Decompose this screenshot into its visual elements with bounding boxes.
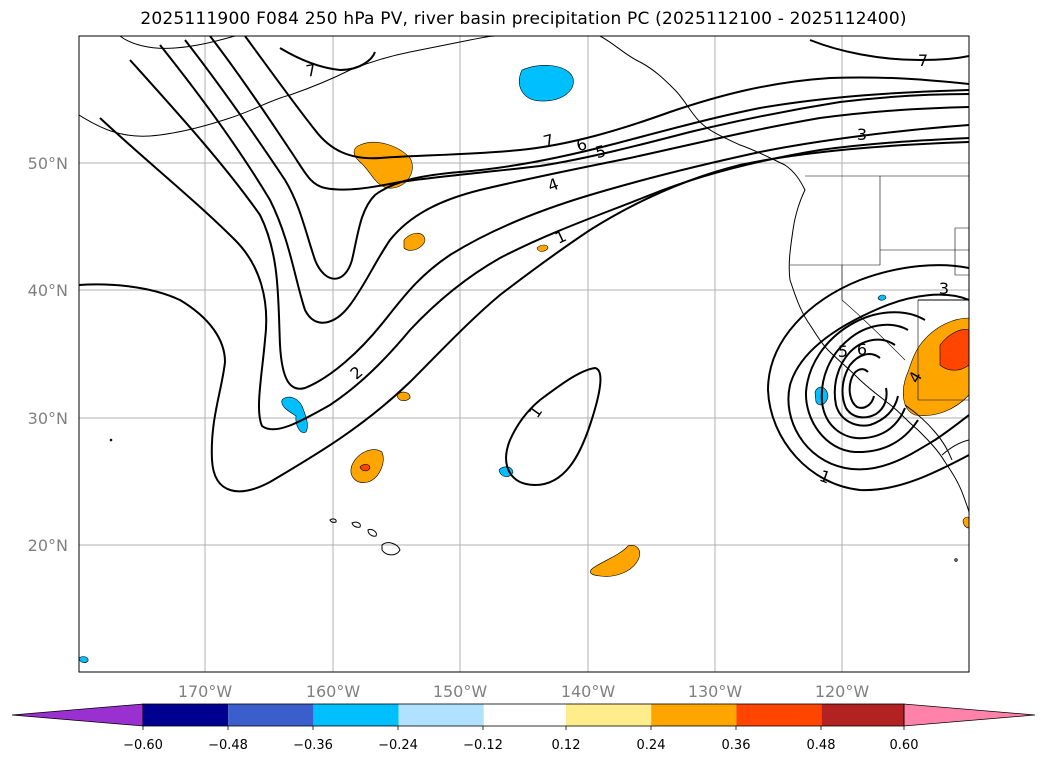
pv-contour-3 [129, 59, 969, 390]
colorbar-tick-label: 0.36 [722, 738, 751, 753]
colorbar-tick-label: −0.48 [208, 738, 248, 753]
colorbar-segment [143, 704, 229, 726]
contour-label: 7 [541, 130, 556, 151]
pv-low-2 [787, 293, 969, 471]
latitude-labels: 50°N 40°N 30°N 20°N [28, 154, 68, 555]
colorbar-segment [228, 704, 314, 726]
map-title: 2025111900 F084 250 hPa PV, river basin … [140, 9, 907, 29]
precip-blob-south [590, 545, 640, 577]
precip-blob-blue-nevada [877, 294, 887, 301]
contour-label: 5 [593, 141, 608, 162]
colorbar-segment [566, 704, 652, 726]
pv-low-4 [820, 323, 909, 440]
contour-label: 3 [857, 125, 867, 144]
contour-label: 6 [574, 134, 589, 155]
lon-label: 120°W [815, 682, 870, 701]
colorbar-ticks [142, 726, 905, 730]
pv-contour-7c [809, 39, 969, 62]
precip-blob-mexico [962, 516, 969, 529]
lat-label: 40°N [28, 281, 68, 300]
precip-blob-alaska-gulf [519, 65, 574, 102]
precip-blob-small-3 [396, 391, 411, 401]
map-frame [78, 35, 970, 673]
pv-low-3 [804, 311, 926, 454]
pv-contour-4 [159, 44, 969, 324]
lat-label: 30°N [28, 409, 68, 428]
pv-contour-7b [279, 47, 376, 72]
colorbar-tick-label: 0.12 [552, 738, 581, 753]
islands [109, 438, 958, 562]
colorbar-segment [651, 704, 737, 726]
colorbar-tick-label: −0.36 [293, 738, 333, 753]
colorbar-outline [142, 703, 905, 727]
colorbar-tick-label: −0.24 [378, 738, 418, 753]
lon-label: 160°W [306, 682, 361, 701]
lon-label: 170°W [178, 682, 233, 701]
precip-blob-blue-mid [498, 466, 514, 477]
pv-low-7 [848, 368, 875, 409]
contour-label: 5 [838, 342, 848, 361]
precip-blob-corner [79, 656, 89, 663]
lat-label: 50°N [28, 154, 68, 173]
contour-label: 7 [918, 51, 928, 70]
colorbar: −0.60 −0.48 −0.36 −0.24 −0.12 0.12 0.24 … [11, 703, 1036, 753]
colorbar-tick-label: 0.48 [807, 738, 836, 753]
colorbar-segment [313, 704, 399, 726]
contour-label: 7 [304, 60, 317, 80]
colorbar-segment [398, 704, 484, 726]
pv-contours [79, 36, 969, 493]
pv-contour-1 [79, 141, 969, 493]
lon-label: 140°W [561, 682, 616, 701]
coastlines [79, 36, 969, 513]
pv-low-6 [841, 353, 888, 419]
colorbar-segment [483, 704, 566, 726]
pv-contour-2 [99, 117, 969, 431]
colorbar-tick-label: −0.12 [463, 738, 503, 753]
pv-low-1 [766, 264, 969, 492]
colorbar-tick-label: 0.60 [890, 738, 919, 753]
colorbar-extend-max [903, 703, 1036, 727]
colorbar-segment [736, 704, 822, 726]
lon-label: 130°W [688, 682, 743, 701]
contour-label: 6 [857, 340, 867, 359]
precip-blob-small-2 [536, 244, 549, 252]
colorbar-extend-min [11, 703, 144, 727]
precipitation-shading [79, 65, 969, 663]
colorbar-tick-label: 0.24 [637, 738, 666, 753]
precip-core-southwest-us [939, 329, 969, 371]
contour-label: 3 [939, 279, 949, 298]
lat-label: 20°N [28, 536, 68, 555]
colorbar-segment [821, 704, 904, 726]
precip-blob-small-1 [403, 232, 426, 251]
precip-blob-blue-west [281, 396, 308, 433]
longitude-labels: 170°W 160°W 150°W 140°W 130°W 120°W [178, 682, 870, 701]
precip-core-hawaii-north [359, 464, 371, 472]
lon-label: 150°W [433, 682, 488, 701]
pv-low-5 [833, 338, 899, 427]
pv-contour-6 [209, 36, 969, 191]
pv-contour-1-closed [505, 366, 602, 487]
pv-contour-7 [244, 36, 969, 160]
colorbar-tick-label: −0.60 [123, 738, 163, 753]
